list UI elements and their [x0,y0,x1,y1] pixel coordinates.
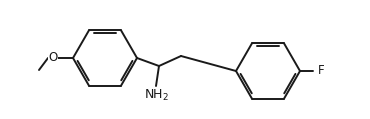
Text: F: F [318,64,324,77]
Text: O: O [48,52,58,64]
Text: NH$_2$: NH$_2$ [144,88,168,103]
